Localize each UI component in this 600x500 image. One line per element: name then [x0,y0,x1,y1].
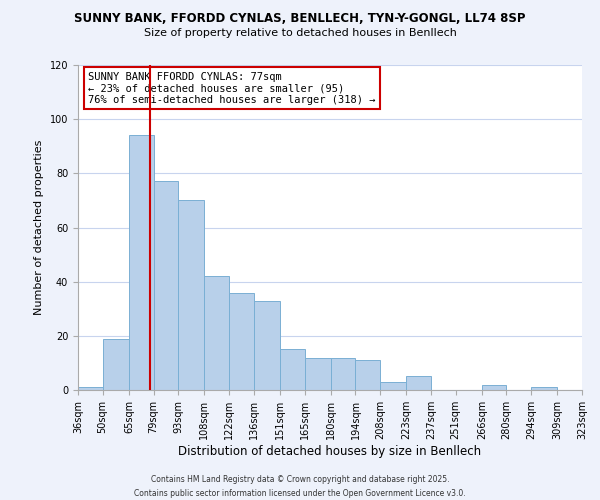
Bar [355,360,380,390]
Text: SUNNY BANK, FFORDD CYNLAS, BENLLECH, TYN-Y-GONGL, LL74 8SP: SUNNY BANK, FFORDD CYNLAS, BENLLECH, TYN… [74,12,526,26]
Text: Contains HM Land Registry data © Crown copyright and database right 2025.
Contai: Contains HM Land Registry data © Crown c… [134,476,466,498]
Bar [229,292,254,390]
Bar [482,384,506,390]
Bar [205,276,229,390]
Bar [254,300,280,390]
Bar [406,376,431,390]
Bar [78,388,103,390]
Bar [531,388,557,390]
Bar [129,136,154,390]
Bar [331,358,355,390]
Bar [103,338,129,390]
Text: Size of property relative to detached houses in Benllech: Size of property relative to detached ho… [143,28,457,38]
Text: SUNNY BANK FFORDD CYNLAS: 77sqm
← 23% of detached houses are smaller (95)
76% of: SUNNY BANK FFORDD CYNLAS: 77sqm ← 23% of… [88,72,376,104]
Bar [380,382,406,390]
X-axis label: Distribution of detached houses by size in Benllech: Distribution of detached houses by size … [178,444,482,458]
Y-axis label: Number of detached properties: Number of detached properties [34,140,44,315]
Bar [154,182,178,390]
Bar [305,358,331,390]
Bar [280,350,305,390]
Bar [178,200,205,390]
